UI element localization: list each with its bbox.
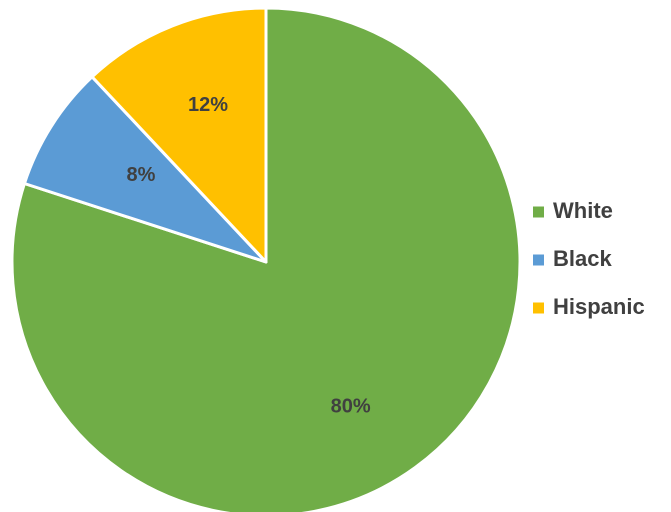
legend: White Black Hispanic (533, 198, 645, 319)
pie-slice-black (22, 75, 268, 264)
legend-swatch-black (533, 254, 544, 266)
data-label-hispanic: 12% (188, 94, 228, 116)
legend-label-black: Black (553, 246, 612, 271)
data-label-white: 80% (331, 396, 371, 418)
legend-swatch-hispanic (533, 302, 544, 314)
pie-slice-white (10, 6, 522, 512)
legend-label-white: White (553, 198, 613, 223)
data-label-black: 8% (127, 164, 156, 186)
legend-label-hispanic: Hispanic (553, 294, 645, 319)
pie-slice-hispanic (90, 6, 268, 264)
pie-value-labels: 80% 8% 12% (127, 94, 371, 418)
legend-swatch-white (533, 206, 544, 218)
pie-slices (10, 6, 522, 512)
